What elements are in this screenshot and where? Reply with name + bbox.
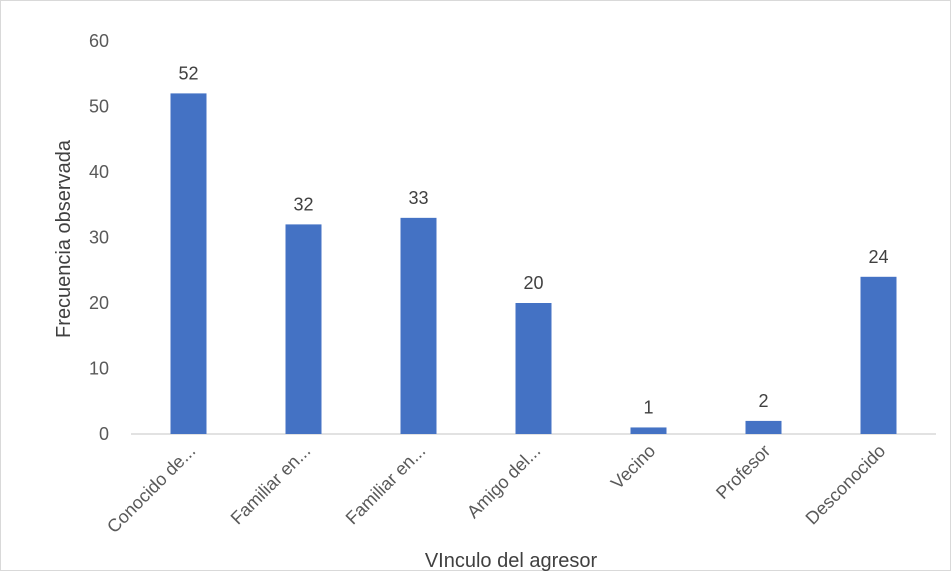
bars: [170, 93, 897, 435]
x-tick-label: Familiar en...: [342, 441, 430, 529]
x-tick-label: Desconocido: [802, 441, 890, 529]
x-tick-label: Amigo del...: [463, 441, 544, 522]
data-label: 33: [408, 188, 428, 208]
x-tick-label: Vecino: [607, 441, 659, 493]
y-tick-label: 60: [89, 31, 109, 51]
data-label: 2: [758, 391, 768, 411]
x-tick-label: Conocido de...: [103, 441, 199, 537]
y-tick-label: 30: [89, 228, 109, 248]
x-axis-title: VInculo del agresor: [425, 550, 598, 572]
y-axis-title: Frecuencia observada: [53, 139, 75, 338]
bar: [745, 420, 782, 434]
bar: [170, 93, 207, 435]
bar: [400, 217, 437, 434]
bar: [630, 427, 667, 434]
data-label: 20: [523, 273, 543, 293]
data-label: 24: [868, 247, 888, 267]
x-tick-label: Profesor: [712, 441, 774, 503]
bar: [860, 276, 897, 434]
bar: [515, 303, 552, 434]
y-tick-label: 0: [99, 424, 109, 444]
y-tick-label: 50: [89, 97, 109, 117]
data-label: 52: [178, 63, 198, 83]
x-axis-category-labels: Conocido de... Familiar en... Familiar en.…: [103, 441, 889, 537]
x-tick-label: Familiar en...: [227, 441, 315, 529]
y-axis-ticks: 0 10 20 30 40 50 60: [89, 31, 109, 444]
y-tick-label: 20: [89, 293, 109, 313]
y-tick-label: 10: [89, 359, 109, 379]
data-label: 32: [293, 194, 313, 214]
bar: [285, 224, 322, 434]
data-label: 1: [643, 397, 653, 417]
y-tick-label: 40: [89, 162, 109, 182]
data-labels: 52 32 33 20 1 2 24: [178, 63, 888, 417]
